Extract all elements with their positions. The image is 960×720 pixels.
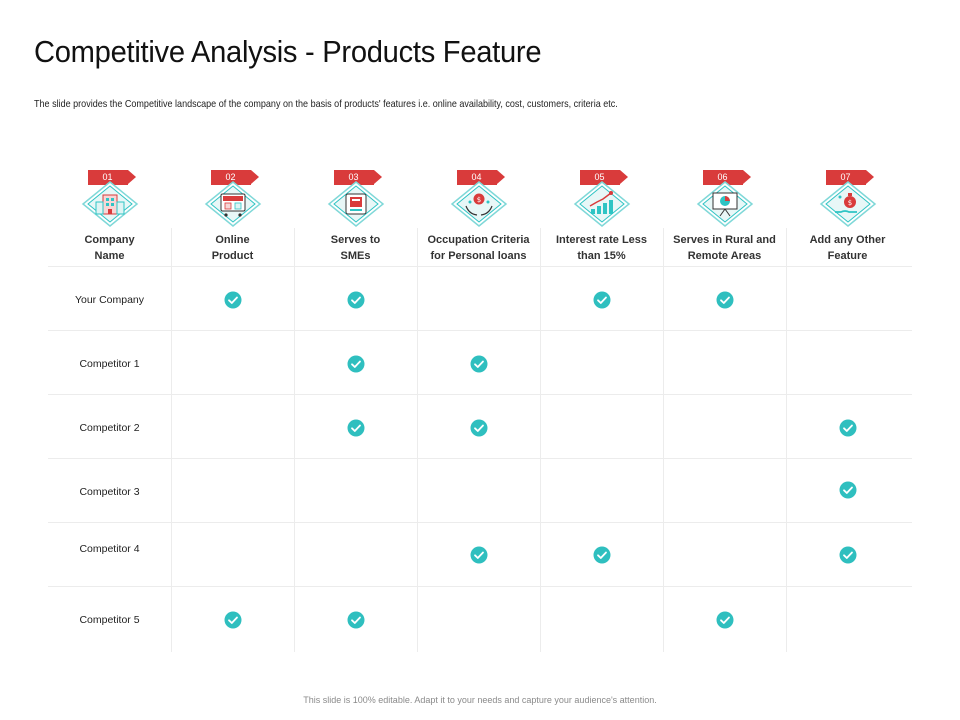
row-divider [48, 394, 912, 395]
column-header-rural-areas: 06 Serves in Rural and Remote Areas [663, 170, 786, 266]
column-label: Serves in Rural and Remote Areas [673, 234, 776, 262]
online-shop-icon [204, 180, 262, 228]
row-label: Competitor 4 [79, 543, 140, 555]
row-divider [48, 330, 912, 331]
column-header-occupation-criteria: 04 $ Occupation Criteria for Personal loa… [417, 170, 540, 266]
slide-footer: This slide is 100% editable. Adapt it to… [303, 695, 657, 705]
check-icon [347, 355, 364, 373]
row-label: Competitor 3 [79, 486, 140, 498]
check-icon [224, 291, 241, 309]
column-number-badge: 06 [702, 170, 751, 185]
building-icon [81, 180, 139, 228]
column-header-serves-smes: 03 Serves to SMEs [294, 170, 417, 266]
column-label: Interest rate Less than 15% [555, 234, 648, 262]
comparison-table: 01 Company Name 02 [48, 170, 912, 652]
check-icon [593, 546, 610, 564]
column-label: Occupation Criteria for Personal loans [427, 234, 530, 262]
check-icon [224, 611, 241, 629]
row-divider [48, 522, 912, 523]
money-bag-hand-icon: $ [819, 180, 877, 228]
column-number-badge: 04 [456, 170, 505, 185]
column-header-interest-rate: 05 Interest rate Less than 15% [540, 170, 663, 266]
check-icon [716, 291, 733, 309]
column-label: Company Name [84, 234, 135, 262]
payment-machine-icon [327, 180, 385, 228]
check-icon [593, 291, 610, 309]
row-divider [48, 266, 912, 267]
column-number-badge: 01 [87, 170, 136, 185]
column-divider [417, 228, 418, 652]
column-label: Online Product [211, 234, 254, 262]
column-number-badge: 05 [579, 170, 628, 185]
row-label: Your Company [74, 294, 145, 306]
check-icon [470, 419, 487, 437]
column-number-badge: 02 [210, 170, 259, 185]
check-icon [839, 546, 856, 564]
money-hands-icon: $ [450, 180, 508, 228]
column-label: Add any Other Feature [809, 234, 886, 262]
check-icon [347, 611, 364, 629]
check-icon [716, 611, 733, 629]
slide-subtitle: The slide provides the Competitive lands… [34, 98, 618, 110]
svg-text:$: $ [847, 199, 851, 207]
column-divider [786, 228, 787, 652]
svg-text:$: $ [476, 196, 480, 204]
column-header-online-product: 02 Online Product [171, 170, 294, 266]
check-icon [470, 546, 487, 564]
column-divider [540, 228, 541, 652]
row-divider [48, 458, 912, 459]
column-number-badge: 03 [333, 170, 382, 185]
row-label: Competitor 2 [79, 422, 140, 434]
check-icon [839, 481, 856, 499]
row-divider [48, 586, 912, 587]
growth-chart-icon [573, 180, 631, 228]
check-icon [470, 355, 487, 373]
check-icon [347, 419, 364, 437]
slide-title: Competitive Analysis - Products Feature [34, 34, 542, 69]
presentation-board-icon [696, 180, 754, 228]
column-divider [294, 228, 295, 652]
column-header-company-name: 01 Company Name [48, 170, 171, 266]
column-divider [663, 228, 664, 652]
check-icon [839, 419, 856, 437]
column-divider [171, 228, 172, 652]
check-icon [347, 291, 364, 309]
column-number-badge: 07 [825, 170, 874, 185]
column-header-other-feature: 07 $ Add any Other Feature [786, 170, 909, 266]
column-label: Serves to SMEs [330, 234, 381, 262]
row-label: Competitor 5 [79, 614, 140, 626]
row-label: Competitor 1 [79, 358, 140, 370]
